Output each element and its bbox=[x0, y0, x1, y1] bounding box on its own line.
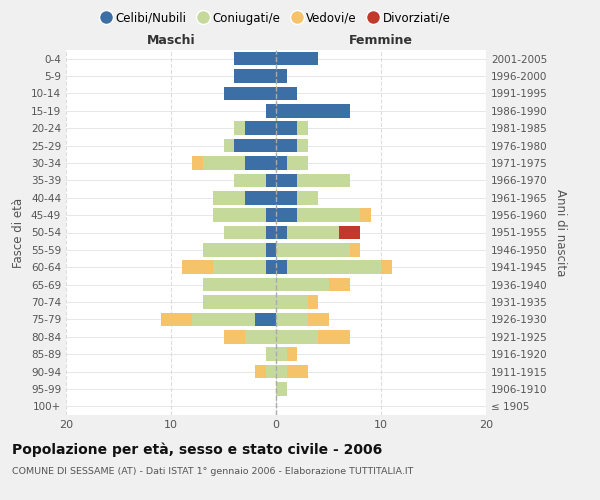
Bar bbox=[276, 191, 297, 204]
Bar bbox=[329, 278, 349, 291]
Text: Maschi: Maschi bbox=[146, 34, 196, 46]
Bar bbox=[276, 278, 329, 291]
Text: COMUNE DI SESSAME (AT) - Dati ISTAT 1° gennaio 2006 - Elaborazione TUTTITALIA.IT: COMUNE DI SESSAME (AT) - Dati ISTAT 1° g… bbox=[12, 468, 413, 476]
Bar bbox=[360, 208, 371, 222]
Bar bbox=[265, 243, 276, 256]
Bar bbox=[308, 312, 329, 326]
Bar bbox=[255, 312, 276, 326]
Bar bbox=[245, 122, 276, 135]
Bar bbox=[297, 191, 318, 204]
Bar bbox=[203, 295, 276, 309]
Bar bbox=[192, 312, 255, 326]
Bar bbox=[339, 226, 360, 239]
Bar bbox=[276, 226, 287, 239]
Bar bbox=[276, 122, 297, 135]
Bar bbox=[245, 156, 276, 170]
Bar bbox=[276, 52, 318, 66]
Bar bbox=[223, 226, 265, 239]
Bar bbox=[234, 70, 276, 83]
Bar bbox=[182, 260, 213, 274]
Bar bbox=[276, 382, 287, 396]
Bar bbox=[234, 139, 276, 152]
Y-axis label: Anni di nascita: Anni di nascita bbox=[554, 189, 567, 276]
Bar bbox=[213, 260, 265, 274]
Text: Popolazione per età, sesso e stato civile - 2006: Popolazione per età, sesso e stato civil… bbox=[12, 442, 382, 457]
Bar bbox=[381, 260, 392, 274]
Bar bbox=[276, 156, 287, 170]
Bar bbox=[203, 156, 245, 170]
Bar bbox=[276, 104, 349, 118]
Bar bbox=[287, 348, 297, 361]
Bar bbox=[287, 156, 308, 170]
Bar bbox=[276, 312, 308, 326]
Bar bbox=[276, 243, 349, 256]
Bar bbox=[276, 70, 287, 83]
Bar bbox=[213, 208, 265, 222]
Bar bbox=[276, 295, 308, 309]
Bar bbox=[349, 243, 360, 256]
Bar bbox=[265, 365, 276, 378]
Bar bbox=[245, 191, 276, 204]
Bar bbox=[276, 139, 297, 152]
Legend: Celibi/Nubili, Coniugati/e, Vedovi/e, Divorziati/e: Celibi/Nubili, Coniugati/e, Vedovi/e, Di… bbox=[97, 7, 455, 30]
Bar bbox=[297, 174, 349, 187]
Bar bbox=[203, 278, 276, 291]
Bar bbox=[203, 243, 265, 256]
Bar bbox=[213, 191, 245, 204]
Bar bbox=[234, 122, 245, 135]
Bar bbox=[161, 312, 192, 326]
Bar bbox=[265, 348, 276, 361]
Bar bbox=[265, 104, 276, 118]
Bar bbox=[265, 208, 276, 222]
Bar bbox=[297, 139, 308, 152]
Bar bbox=[223, 139, 234, 152]
Bar bbox=[234, 52, 276, 66]
Bar bbox=[297, 122, 308, 135]
Bar bbox=[287, 365, 308, 378]
Bar bbox=[276, 348, 287, 361]
Y-axis label: Fasce di età: Fasce di età bbox=[13, 198, 25, 268]
Text: Femmine: Femmine bbox=[349, 34, 413, 46]
Bar bbox=[265, 260, 276, 274]
Bar bbox=[276, 208, 297, 222]
Bar bbox=[276, 86, 297, 100]
Bar bbox=[287, 226, 339, 239]
Bar bbox=[318, 330, 349, 344]
Bar bbox=[276, 330, 318, 344]
Bar bbox=[276, 260, 287, 274]
Bar bbox=[245, 330, 276, 344]
Bar bbox=[234, 174, 265, 187]
Bar bbox=[287, 260, 381, 274]
Bar bbox=[276, 365, 287, 378]
Bar bbox=[223, 86, 276, 100]
Bar bbox=[192, 156, 203, 170]
Bar bbox=[223, 330, 245, 344]
Bar bbox=[255, 365, 265, 378]
Bar bbox=[265, 226, 276, 239]
Bar bbox=[265, 174, 276, 187]
Bar bbox=[308, 295, 318, 309]
Bar bbox=[297, 208, 360, 222]
Bar bbox=[276, 174, 297, 187]
